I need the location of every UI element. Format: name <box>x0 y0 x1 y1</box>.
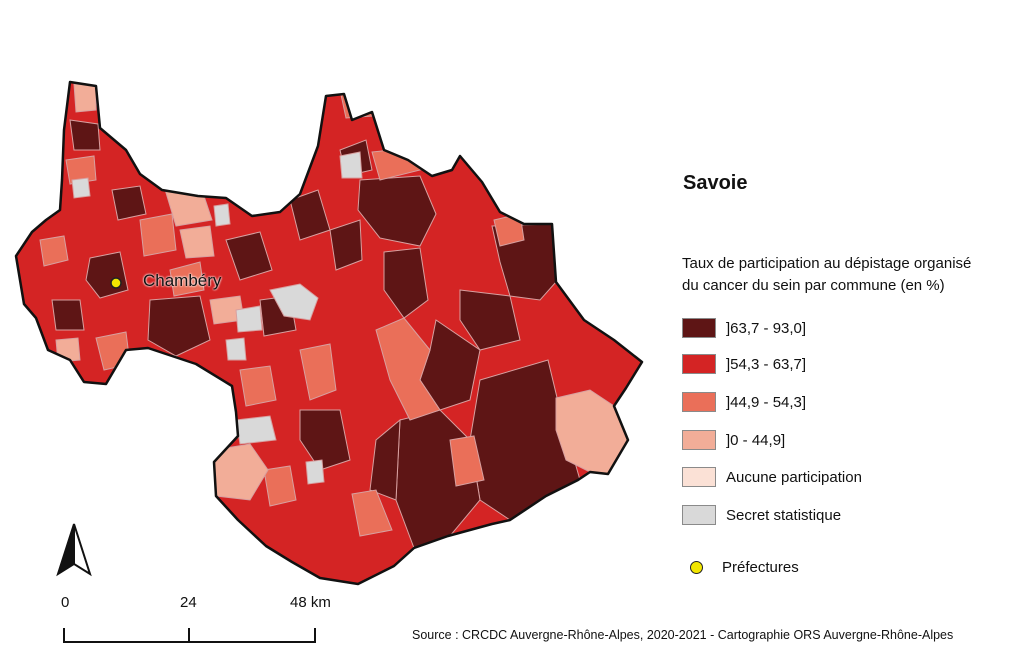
commune-dark <box>111 185 147 221</box>
commune-secret <box>235 305 263 333</box>
commune-dark <box>51 299 85 331</box>
legend-item: ]0 - 44,9] <box>682 428 785 452</box>
scale-label-24: 24 <box>180 594 197 611</box>
commune-salmon <box>375 317 441 421</box>
commune-dark <box>69 119 101 151</box>
legend-label: ]54,3 - 63,7] <box>726 355 807 373</box>
scale-bar <box>63 628 316 643</box>
city-label-chambery: Chambéry <box>143 271 222 290</box>
legend-label: ]44,9 - 54,3] <box>726 393 807 411</box>
commune-dark <box>383 247 429 319</box>
legend-swatch-light <box>682 430 716 450</box>
commune-secret <box>225 337 247 361</box>
commune-secret <box>269 283 319 321</box>
commune-secret <box>339 151 363 179</box>
commune-secret <box>213 203 231 227</box>
north-arrow-icon <box>56 523 92 577</box>
legend-swatch-secret <box>682 505 716 525</box>
legend-item: Secret statistique <box>682 503 841 527</box>
source-note: Source : CRCDC Auvergne-Rhône-Alpes, 202… <box>412 628 954 642</box>
legend-swatch-none <box>682 467 716 487</box>
commune-salmon <box>139 213 177 257</box>
commune-light <box>179 225 215 259</box>
commune-dark <box>329 219 363 271</box>
commune-salmon <box>299 343 337 401</box>
legend-swatch-salmon <box>682 392 716 412</box>
yellow-dot-icon <box>690 561 703 574</box>
legend-item: ]54,3 - 63,7] <box>682 352 806 376</box>
legend-item: ]63,7 - 93,0] <box>682 316 806 340</box>
department-base <box>16 82 642 584</box>
commune-salmon <box>263 465 297 507</box>
commune-dark <box>369 418 401 501</box>
department-outline <box>14 80 644 586</box>
legend-swatch-dark <box>682 318 716 338</box>
legend-label: Aucune participation <box>726 468 862 486</box>
savoie-choropleth-map <box>14 80 644 586</box>
scale-label-48: 48 km <box>290 594 331 611</box>
commune-light <box>73 83 97 113</box>
commune-salmon <box>39 235 69 267</box>
commune-dark <box>357 175 437 247</box>
legend-title-line1: Taux de participation au dépistage organ… <box>682 255 972 272</box>
legend-swatch-red <box>682 354 716 374</box>
commune-secret <box>305 459 325 485</box>
commune-salmon <box>493 213 525 247</box>
commune-dark <box>459 289 521 351</box>
commune-salmon <box>239 365 277 407</box>
legend-label: ]63,7 - 93,0] <box>726 319 807 337</box>
commune-secret <box>71 177 91 199</box>
commune-salmon <box>65 155 97 185</box>
commune-dark <box>225 231 273 281</box>
legend-item: Aucune participation <box>682 465 862 489</box>
commune-secret <box>235 415 277 445</box>
legend-title: Taux de participation au dépistage organ… <box>682 253 1022 297</box>
legend-label: ]0 - 44,9] <box>726 431 786 449</box>
legend-label: Secret statistique <box>726 506 842 524</box>
commune-salmon <box>351 489 393 537</box>
prefecture-marker-icon <box>110 277 122 289</box>
commune-dark <box>299 409 351 471</box>
commune-salmon <box>169 261 205 297</box>
legend-item: ]44,9 - 54,3] <box>682 390 806 414</box>
legend-prefectures: Préfectures <box>690 559 799 576</box>
legend-title-line2: du cancer du sein par commune (en %) <box>682 277 945 294</box>
commune-salmon <box>449 435 485 487</box>
map-title: Savoie <box>683 172 748 194</box>
scale-label-0: 0 <box>61 594 70 611</box>
legend-label: Préfectures <box>722 559 799 576</box>
commune-dark <box>147 295 211 357</box>
